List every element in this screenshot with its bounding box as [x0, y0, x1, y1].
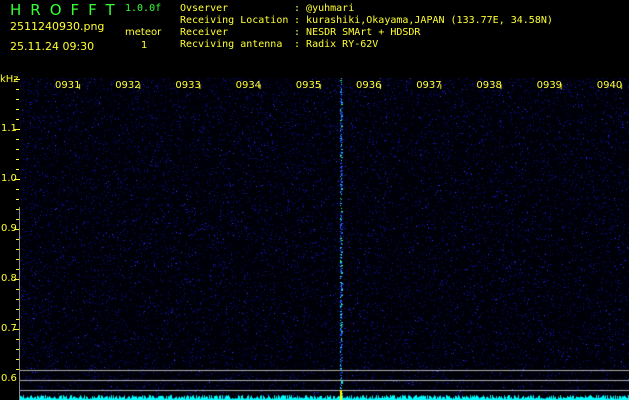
spectrogram: [20, 78, 629, 400]
info-observer: Ovserver: @yuhmari: [180, 3, 355, 14]
time-tick-label: 0938: [476, 80, 502, 91]
time-tick-label: 0932: [115, 80, 141, 91]
y-tick-mark: [16, 109, 19, 110]
time-tick-label: 0933: [175, 80, 201, 91]
y-tick-mark: [16, 139, 19, 140]
info-value: NESDR SMArt + HDSDR: [306, 27, 421, 38]
y-tick-mark: [16, 339, 19, 340]
y-tick-mark: [16, 359, 19, 360]
y-tick-mark: [16, 259, 19, 260]
y-tick-label: 1.0: [1, 173, 17, 184]
app-logo: HROFFT: [10, 1, 124, 19]
meteor-label: meteor: [125, 27, 162, 38]
info-receiver: Receiver: NESDR SMArt + HDSDR: [180, 27, 421, 38]
info-label: Receiver: [180, 27, 229, 38]
y-tick-mark: [14, 179, 20, 180]
y-tick-mark: [14, 279, 20, 280]
y-tick-mark: [16, 309, 19, 310]
y-tick-mark: [14, 79, 20, 80]
y-tick-mark: [16, 89, 19, 90]
y-tick-mark: [16, 349, 19, 350]
info-label: Recviving antenna: [180, 39, 283, 50]
time-tick-label: 0939: [536, 80, 563, 91]
filename: 2511240930.png: [10, 20, 105, 33]
y-tick-mark: [16, 189, 19, 190]
time-tick-label: 0935: [295, 80, 322, 91]
y-tick-mark: [16, 369, 19, 370]
time-tick-label: 0931: [55, 80, 81, 91]
meteor-count: 1: [141, 40, 148, 51]
y-tick-mark: [14, 329, 20, 330]
info-label: Ovserver: [180, 3, 229, 14]
y-tick-label: 0.7: [1, 323, 17, 334]
y-tick-mark: [16, 199, 19, 200]
y-tick-mark: [16, 319, 19, 320]
y-tick-mark: [16, 219, 19, 220]
y-tick-mark: [16, 119, 19, 120]
y-tick-label: 0.9: [1, 223, 17, 234]
info-location: Receiving Location: kurashiki,Okayama,JA…: [180, 15, 553, 26]
time-tick-label: 0937: [416, 80, 442, 91]
version: 1.0.0f: [125, 3, 162, 14]
info-antenna: Recviving antenna: Radix RY-62V: [180, 39, 379, 50]
time-tick-label: 0936: [356, 80, 382, 91]
time-tick-label: 0940: [596, 80, 623, 91]
info-value: @yuhmari: [306, 3, 355, 14]
y-tick-label: 0.6: [1, 373, 17, 384]
y-tick-mark: [16, 249, 19, 250]
y-tick-mark: [14, 229, 20, 230]
y-tick-mark: [16, 299, 19, 300]
y-tick-mark: [16, 159, 19, 160]
y-tick-mark: [16, 209, 19, 210]
info-value: kurashiki,Okayama,JAPAN (133.77E, 34.58N…: [306, 15, 553, 26]
y-tick-mark: [16, 149, 19, 150]
info-value: Radix RY-62V: [306, 39, 379, 50]
y-tick-mark: [16, 239, 19, 240]
y-axis-line: [19, 207, 20, 400]
y-tick-mark: [16, 289, 19, 290]
y-tick-label: 0.8: [1, 273, 17, 284]
y-tick-mark: [16, 99, 19, 100]
y-axis-unit: kHz: [0, 74, 19, 85]
y-tick-mark: [16, 269, 19, 270]
y-tick-mark: [14, 129, 20, 130]
info-label: Receiving Location: [180, 15, 289, 26]
datetime: 25.11.24 09:30: [10, 40, 95, 53]
time-tick-label: 0934: [235, 80, 262, 91]
y-tick-mark: [16, 169, 19, 170]
y-tick-label: 1.1: [1, 123, 17, 134]
